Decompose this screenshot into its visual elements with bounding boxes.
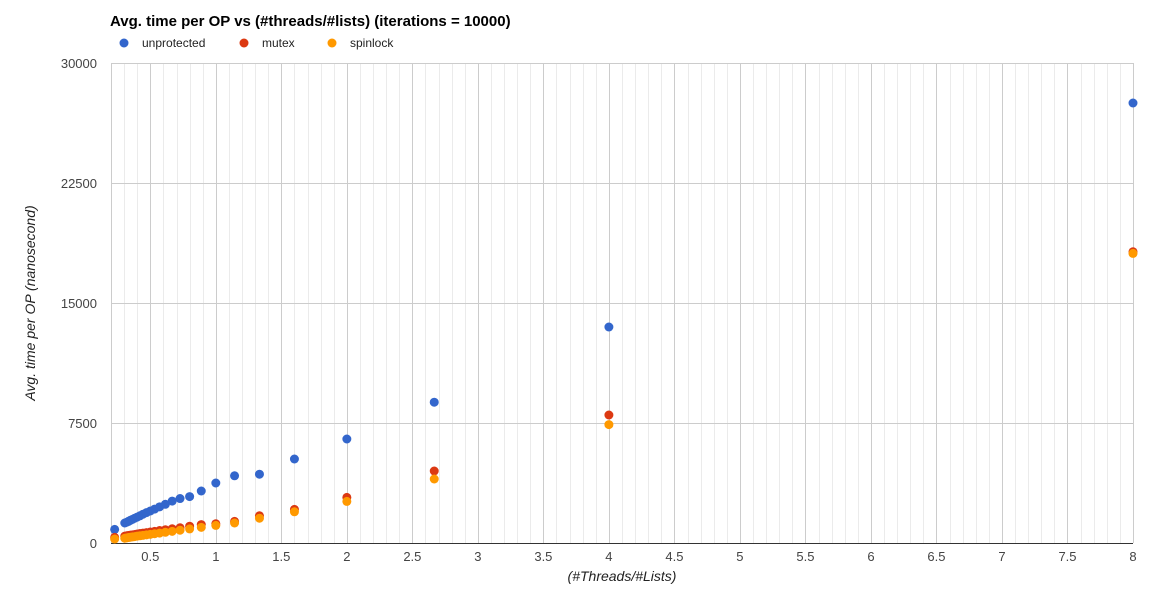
x-tick-label: 3.5 (534, 549, 552, 564)
grid (111, 63, 1134, 544)
spinlock-point[interactable] (110, 534, 120, 544)
x-tick-label: 5.5 (796, 549, 814, 564)
legend: unprotected mutex spinlock (119, 36, 394, 50)
x-tick-label: 1 (212, 549, 219, 564)
x-tick-label: 1.5 (272, 549, 290, 564)
y-tick-label: 15000 (61, 296, 97, 311)
x-tick-label: 4 (605, 549, 612, 564)
legend-marker-mutex (239, 38, 249, 48)
chart-title: Avg. time per OP vs (#threads/#lists) (i… (110, 13, 511, 30)
x-tick-label: 8 (1129, 549, 1136, 564)
spinlock-point[interactable] (342, 496, 352, 506)
unprotected-point[interactable] (167, 496, 177, 506)
spinlock-point[interactable] (185, 524, 195, 534)
unprotected-point[interactable] (1128, 98, 1138, 108)
spinlock-point[interactable] (1128, 248, 1138, 258)
data-points (110, 98, 1138, 544)
x-tick-label: 3 (474, 549, 481, 564)
unprotected-point[interactable] (110, 524, 120, 534)
axes: 0.5 1 1.5 2 2.5 3 3.5 4 4.5 5 5.5 6 6.5 7 7.5 8 0 7500 150… (61, 56, 1137, 564)
unprotected-point[interactable] (254, 469, 264, 479)
unprotected-point[interactable] (604, 322, 614, 332)
x-tick-label: 7.5 (1058, 549, 1076, 564)
unprotected-point[interactable] (429, 397, 439, 407)
spinlock-point[interactable] (196, 522, 206, 532)
spinlock-point[interactable] (604, 420, 614, 430)
x-tick-label: 4.5 (665, 549, 683, 564)
y-tick-label: 0 (90, 536, 97, 551)
legend-marker-spinlock (327, 38, 337, 48)
unprotected-point[interactable] (160, 499, 170, 509)
y-axis-title: Avg. time per OP (nanosecond) (22, 205, 38, 401)
y-tick-label: 30000 (61, 56, 97, 71)
x-tick-label: 6.5 (927, 549, 945, 564)
spinlock-point[interactable] (289, 507, 299, 517)
unprotected-point[interactable] (185, 492, 195, 502)
unprotected-point[interactable] (230, 471, 240, 481)
legend-label-mutex: mutex (262, 36, 295, 50)
x-tick-label: 2.5 (403, 549, 421, 564)
x-tick-label: 5 (736, 549, 743, 564)
legend-label-unprotected: unprotected (142, 36, 205, 50)
mutex-point[interactable] (429, 466, 439, 476)
unprotected-point[interactable] (289, 454, 299, 464)
spinlock-point[interactable] (230, 518, 240, 528)
y-tick-label: 22500 (61, 176, 97, 191)
mutex-point[interactable] (604, 410, 614, 420)
spinlock-point[interactable] (254, 513, 264, 523)
spinlock-point[interactable] (211, 520, 221, 530)
y-tick-label: 7500 (68, 416, 97, 431)
x-tick-label: 6 (867, 549, 874, 564)
unprotected-point[interactable] (342, 434, 352, 444)
x-axis-title: (#Threads/#Lists) (568, 568, 677, 584)
x-tick-label: 2 (343, 549, 350, 564)
x-tick-label: 7 (998, 549, 1005, 564)
unprotected-point[interactable] (211, 478, 221, 488)
unprotected-point[interactable] (175, 494, 185, 504)
legend-label-spinlock: spinlock (350, 36, 394, 50)
spinlock-point[interactable] (160, 527, 170, 537)
x-tick-label: 0.5 (141, 549, 159, 564)
unprotected-point[interactable] (196, 486, 206, 496)
spinlock-point[interactable] (167, 526, 177, 536)
spinlock-point[interactable] (175, 525, 185, 535)
spinlock-point[interactable] (429, 474, 439, 484)
legend-marker-unprotected (119, 38, 129, 48)
